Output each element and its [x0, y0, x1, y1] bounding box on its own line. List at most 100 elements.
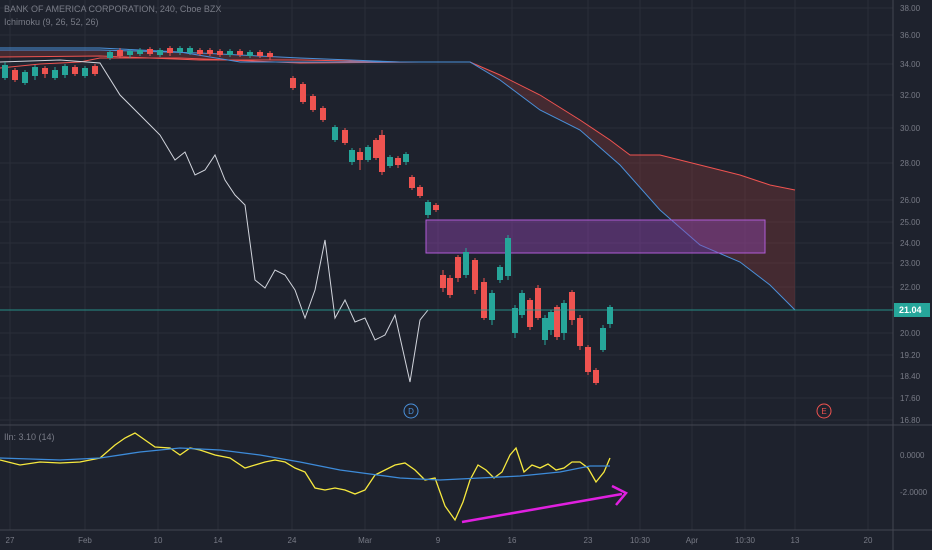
time-axis-label: 24 [288, 536, 297, 545]
candle-body [481, 282, 487, 318]
price-axis-label: 26.00 [900, 196, 921, 205]
candle-body [82, 68, 88, 76]
candle-body [147, 49, 153, 54]
lagging-span [0, 59, 429, 383]
price-axis-label: 18.40 [900, 372, 921, 381]
candle-body [600, 328, 606, 350]
time-axis-label: 13 [791, 536, 800, 545]
candle-body [127, 51, 133, 55]
candle-body [320, 108, 326, 120]
candle-body [440, 275, 446, 288]
candle-body [395, 158, 401, 165]
candle-body [117, 50, 123, 56]
candle-body [2, 65, 8, 78]
candle-body [593, 370, 599, 383]
current-price-value: 21.04 [899, 305, 922, 315]
price-axis-label: 24.00 [900, 239, 921, 248]
conversion-line [0, 47, 420, 63]
candle-body [512, 308, 518, 333]
current-price-tag [894, 303, 930, 317]
oscillator-signal-line [0, 447, 610, 481]
candle-body [527, 300, 533, 327]
candle-body [561, 303, 567, 333]
candle-body [425, 202, 431, 215]
candle-body [237, 51, 243, 55]
time-axis-label: 10 [154, 536, 163, 545]
candle-body [32, 67, 38, 76]
candle-body [417, 187, 423, 196]
candle-body [92, 66, 98, 74]
price-axis-label: 23.00 [900, 259, 921, 268]
oscillator-legend[interactable]: Iln: 3.10 (14) [4, 432, 55, 442]
leading-span-a [0, 55, 796, 191]
ichimoku-lines [0, 59, 429, 383]
price-axis-label: 30.00 [900, 124, 921, 133]
price-axis-label: 34.00 [900, 60, 921, 69]
price-axis-label: 32.00 [900, 91, 921, 100]
leading-span-b [0, 49, 796, 311]
price-axis-label: 22.00 [900, 283, 921, 292]
time-axis-label: 20 [864, 536, 873, 545]
price-axis-label: 16.80 [900, 416, 921, 425]
candle-body [247, 52, 253, 56]
candle-body [300, 84, 306, 102]
price-axis-label: 28.00 [900, 159, 921, 168]
candle-body [257, 52, 263, 56]
time-axis-label: Mar [358, 536, 372, 545]
indicator-legend[interactable]: Ichimoku (9, 26, 52, 26) [4, 17, 99, 27]
candle-body [227, 51, 233, 55]
time-axis-label: 16 [508, 536, 517, 545]
candle-body [52, 70, 58, 78]
time-axis-label: 10:30 [735, 536, 756, 545]
dividend-marker[interactable] [403, 403, 419, 419]
base-line [0, 57, 421, 69]
candle-body [365, 147, 371, 160]
price-axis-label: 20.00 [900, 329, 921, 338]
candle-body [207, 50, 213, 54]
resistance-zone-rect[interactable] [425, 219, 766, 254]
earnings-marker[interactable] [816, 403, 832, 419]
price-axis-label: 19.20 [900, 351, 921, 360]
candle-body [217, 51, 223, 55]
dividend-marker-label: D [408, 407, 414, 416]
oscillator-line [0, 432, 611, 522]
candle-body [569, 292, 575, 320]
candle-body [167, 48, 173, 53]
time-axis-label: 10:30 [630, 536, 651, 545]
symbol-title[interactable]: BANK OF AMERICA CORPORATION, 240, Cboe B… [4, 4, 222, 14]
candle-body [548, 312, 554, 330]
candle-body [433, 205, 439, 210]
candle-body [197, 50, 203, 54]
time-axis-label: Feb [78, 536, 92, 545]
ichimoku-cloud [0, 47, 796, 311]
oscillator-axis-label: -2.0000 [900, 488, 928, 497]
candle-body [342, 130, 348, 143]
time-axis-label: 9 [436, 536, 441, 545]
candle-body [535, 288, 541, 318]
candle-body [107, 52, 113, 58]
candle-body [349, 150, 355, 162]
price-axis-label: 25.00 [900, 218, 921, 227]
candle-body [12, 70, 18, 80]
time-axis-label: 23 [584, 536, 593, 545]
candle-body [403, 154, 409, 162]
candle-body [357, 152, 363, 160]
oscillator-pane [0, 432, 628, 524]
candle-body [455, 257, 461, 278]
price-axis-label: 38.00 [900, 4, 921, 13]
price-axis-label: 17.60 [900, 394, 921, 403]
candle-body [72, 67, 78, 74]
candle-body [373, 140, 379, 158]
candle-body [137, 50, 143, 54]
candle-body [585, 347, 591, 372]
candle-body [489, 293, 495, 320]
earnings-marker-label: E [821, 407, 826, 416]
oscillator-axis-label: 0.0000 [900, 451, 925, 460]
candle-body [62, 66, 68, 75]
resistance-zone[interactable] [425, 219, 766, 254]
candle-body [607, 307, 613, 324]
candle-body [505, 238, 511, 276]
